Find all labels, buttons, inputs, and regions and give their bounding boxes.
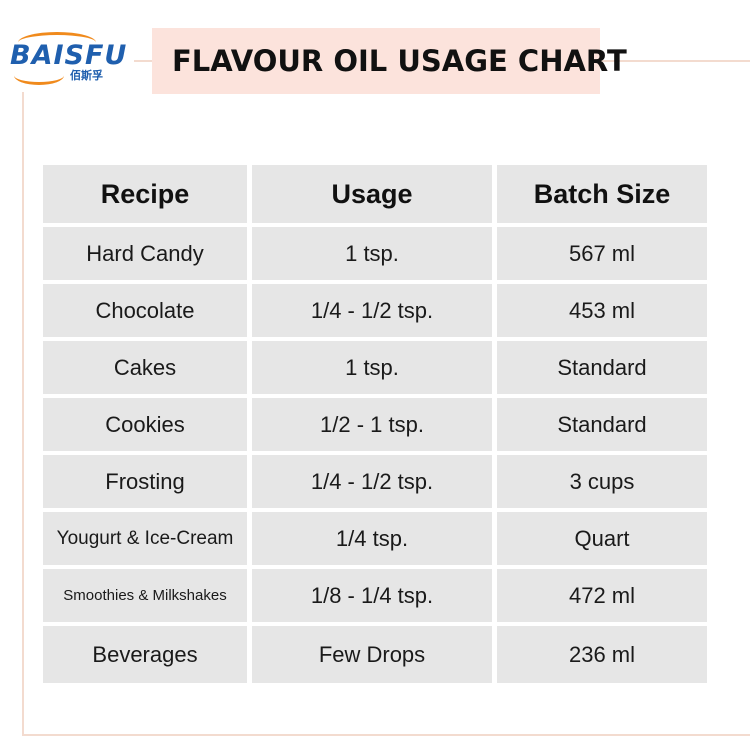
header-recipe: Recipe <box>43 165 247 223</box>
logo-text: BAISFU <box>10 40 128 71</box>
cell-usage: 1/4 - 1/2 tsp. <box>252 284 492 337</box>
cell-recipe: Hard Candy <box>43 227 247 280</box>
logo-swoosh-bottom <box>14 66 64 85</box>
table-row: Frosting 1/4 - 1/2 tsp. 3 cups <box>43 455 707 508</box>
table-row: Beverages Few Drops 236 ml <box>43 626 707 683</box>
cell-batch: 472 ml <box>497 569 707 622</box>
cell-recipe: Smoothies & Milkshakes <box>43 569 247 622</box>
table-header-row: Recipe Usage Batch Size <box>43 165 707 223</box>
usage-table: Recipe Usage Batch Size Hard Candy 1 tsp… <box>43 165 707 683</box>
cell-usage: 1 tsp. <box>252 341 492 394</box>
cell-recipe: Frosting <box>43 455 247 508</box>
cell-recipe: Yougurt & Ice-Cream <box>43 512 247 565</box>
brand-logo: BAISFU 佰斯孚 <box>4 22 134 92</box>
cell-usage: 1/2 - 1 tsp. <box>252 398 492 451</box>
cell-recipe: Cakes <box>43 341 247 394</box>
cell-usage: Few Drops <box>252 626 492 683</box>
cell-recipe: Beverages <box>43 626 247 683</box>
logo-swoosh-top <box>18 32 96 53</box>
table-row: Yougurt & Ice-Cream 1/4 tsp. Quart <box>43 512 707 565</box>
table-row: Hard Candy 1 tsp. 567 ml <box>43 227 707 280</box>
table-row: Cakes 1 tsp. Standard <box>43 341 707 394</box>
cell-recipe: Cookies <box>43 398 247 451</box>
cell-batch: 3 cups <box>497 455 707 508</box>
table-row: Smoothies & Milkshakes 1/8 - 1/4 tsp. 47… <box>43 569 707 622</box>
cell-usage: 1 tsp. <box>252 227 492 280</box>
table-row: Cookies 1/2 - 1 tsp. Standard <box>43 398 707 451</box>
title-banner: FLAVOUR OIL USAGE CHART <box>152 28 627 94</box>
cell-usage: 1/4 tsp. <box>252 512 492 565</box>
cell-batch: 236 ml <box>497 626 707 683</box>
page-title: FLAVOUR OIL USAGE CHART <box>172 44 627 78</box>
cell-batch: 567 ml <box>497 227 707 280</box>
cell-batch: Quart <box>497 512 707 565</box>
cell-usage: 1/8 - 1/4 tsp. <box>252 569 492 622</box>
cell-recipe: Chocolate <box>43 284 247 337</box>
logo-subtext: 佰斯孚 <box>70 69 103 82</box>
cell-batch: 453 ml <box>497 284 707 337</box>
header-batch-size: Batch Size <box>497 165 707 223</box>
cell-batch: Standard <box>497 398 707 451</box>
cell-usage: 1/4 - 1/2 tsp. <box>252 455 492 508</box>
header-usage: Usage <box>252 165 492 223</box>
table-row: Chocolate 1/4 - 1/2 tsp. 453 ml <box>43 284 707 337</box>
cell-batch: Standard <box>497 341 707 394</box>
